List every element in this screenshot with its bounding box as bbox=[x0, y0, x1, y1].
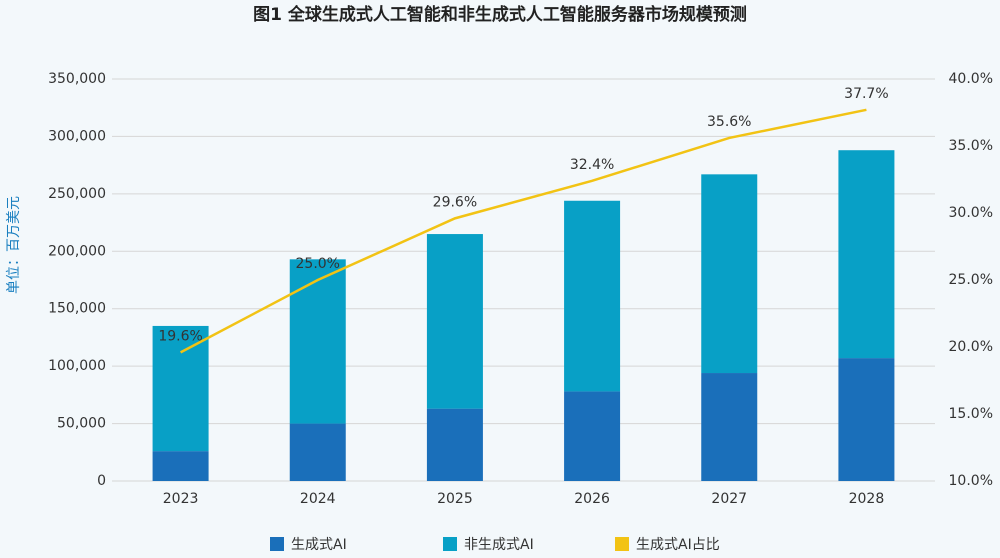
bar bbox=[289, 423, 346, 481]
bar bbox=[838, 150, 895, 359]
y-tick-label: 200,000 bbox=[48, 243, 106, 259]
x-tick-label: 2024 bbox=[300, 491, 336, 507]
legend-label: 非生成式AI bbox=[464, 537, 534, 553]
bar bbox=[152, 325, 209, 452]
y-tick-label: 350,000 bbox=[48, 71, 106, 87]
bar bbox=[426, 234, 483, 409]
y2-tick-label: 25.0% bbox=[949, 272, 993, 288]
data-label: 25.0% bbox=[296, 256, 340, 272]
y2-tick-label: 30.0% bbox=[949, 205, 993, 221]
chart-title: 图1 全球生成式人工智能和非生成式人工智能服务器市场规模预测 bbox=[253, 4, 747, 25]
bar bbox=[838, 358, 895, 481]
y-tick-label: 0 bbox=[97, 473, 106, 489]
bar bbox=[564, 391, 621, 481]
data-label: 37.7% bbox=[844, 86, 888, 102]
y2-tick-label: 10.0% bbox=[949, 473, 993, 489]
bar bbox=[701, 373, 758, 481]
data-label: 32.4% bbox=[570, 157, 614, 173]
data-label: 19.6% bbox=[158, 328, 202, 344]
y-axis-label: 单位：百万美元 bbox=[6, 196, 22, 294]
bar bbox=[701, 174, 758, 374]
y2-tick-label: 35.0% bbox=[949, 138, 993, 154]
y-tick-label: 250,000 bbox=[48, 186, 106, 202]
y2-tick-label: 40.0% bbox=[949, 71, 993, 87]
legend-swatch bbox=[615, 537, 629, 551]
data-label: 29.6% bbox=[433, 194, 477, 210]
x-tick-label: 2028 bbox=[849, 491, 885, 507]
y-tick-label: 300,000 bbox=[48, 128, 106, 144]
bar bbox=[289, 259, 346, 424]
legend-label: 生成式AI占比 bbox=[636, 537, 720, 553]
x-tick-label: 2025 bbox=[437, 491, 473, 507]
legend-swatch bbox=[443, 537, 457, 551]
legend-swatch bbox=[270, 537, 284, 551]
line bbox=[180, 108, 867, 354]
y-tick-label: 100,000 bbox=[48, 358, 106, 374]
y2-tick-label: 15.0% bbox=[949, 406, 993, 422]
y2-tick-label: 20.0% bbox=[949, 339, 993, 355]
data-label: 35.6% bbox=[707, 114, 751, 130]
bar bbox=[564, 200, 621, 392]
bar bbox=[152, 451, 209, 481]
y-tick-label: 150,000 bbox=[48, 301, 106, 317]
x-tick-label: 2026 bbox=[574, 491, 610, 507]
x-tick-label: 2027 bbox=[711, 491, 747, 507]
y-tick-label: 50,000 bbox=[57, 416, 106, 432]
bar bbox=[426, 408, 483, 481]
legend-label: 生成式AI bbox=[291, 537, 347, 553]
x-tick-label: 2023 bbox=[163, 491, 199, 507]
